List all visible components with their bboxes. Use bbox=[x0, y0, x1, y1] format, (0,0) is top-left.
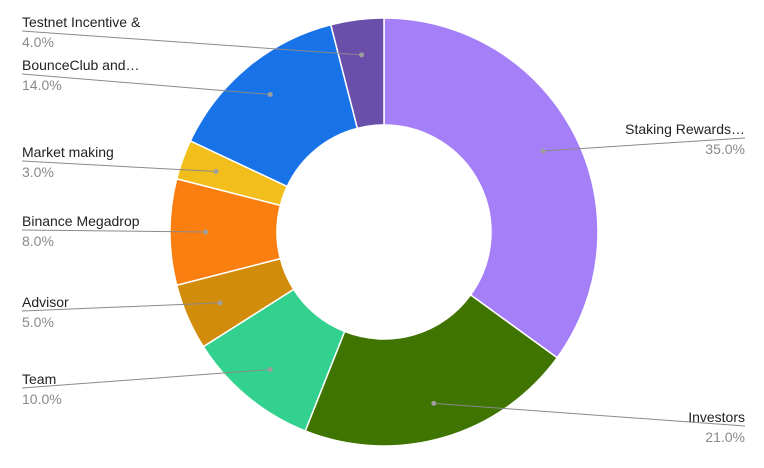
slice-label-market-making: Market making bbox=[22, 144, 114, 160]
leader-dot-team bbox=[267, 367, 273, 373]
leader-dot-binance-megadrop bbox=[203, 229, 208, 235]
slice-bounceclub-and bbox=[189, 23, 359, 188]
chart-labels: Staking Rewards… 35.0% Investors 21.0% Team 1… bbox=[21, 14, 746, 445]
leader-dot-investors bbox=[431, 400, 437, 406]
slice-label-bounceclub-and: BounceClub and… bbox=[22, 57, 140, 73]
slice-percent-bounceclub-and: 14.0% bbox=[22, 77, 62, 93]
leader-line-binance-megadrop bbox=[21, 229, 206, 233]
slice-percent-advisor: 5.0% bbox=[22, 314, 54, 330]
leader-dot-testnet-incentive bbox=[359, 52, 365, 58]
leader-dot-market-making bbox=[213, 169, 219, 175]
leader-line-investors bbox=[433, 402, 746, 427]
chart-slices bbox=[169, 17, 599, 447]
leader-line-testnet-incentive bbox=[21, 30, 362, 56]
slice-label-investors: Investors bbox=[688, 409, 745, 425]
slice-label-team: Team bbox=[22, 371, 56, 387]
slice-label-binance-megadrop: Binance Megadrop bbox=[22, 213, 140, 229]
slice-testnet-incentive bbox=[329, 17, 385, 130]
slice-percent-market-making: 3.0% bbox=[22, 164, 54, 180]
leader-dot-advisor bbox=[217, 300, 223, 306]
leader-dot-bounceclub-and bbox=[267, 91, 273, 97]
slice-percent-staking-rewards: 35.0% bbox=[705, 141, 745, 157]
leader-line-market-making bbox=[21, 160, 217, 173]
slice-percent-investors: 21.0% bbox=[705, 429, 745, 445]
slice-label-staking-rewards: Staking Rewards… bbox=[625, 121, 745, 137]
leader-line-team bbox=[21, 369, 271, 389]
leader-line-advisor bbox=[21, 302, 221, 312]
leader-line-staking-rewards bbox=[543, 137, 746, 152]
slice-staking-rewards bbox=[383, 17, 599, 359]
slice-label-testnet-incentive: Testnet Incentive & bbox=[22, 14, 141, 30]
slice-percent-team: 10.0% bbox=[22, 391, 62, 407]
slice-label-advisor: Advisor bbox=[22, 294, 69, 310]
slice-percent-testnet-incentive: 4.0% bbox=[22, 34, 54, 50]
slice-percent-binance-megadrop: 8.0% bbox=[22, 233, 54, 249]
leader-dot-staking-rewards bbox=[540, 148, 546, 154]
leader-line-bounceclub-and bbox=[21, 73, 271, 95]
